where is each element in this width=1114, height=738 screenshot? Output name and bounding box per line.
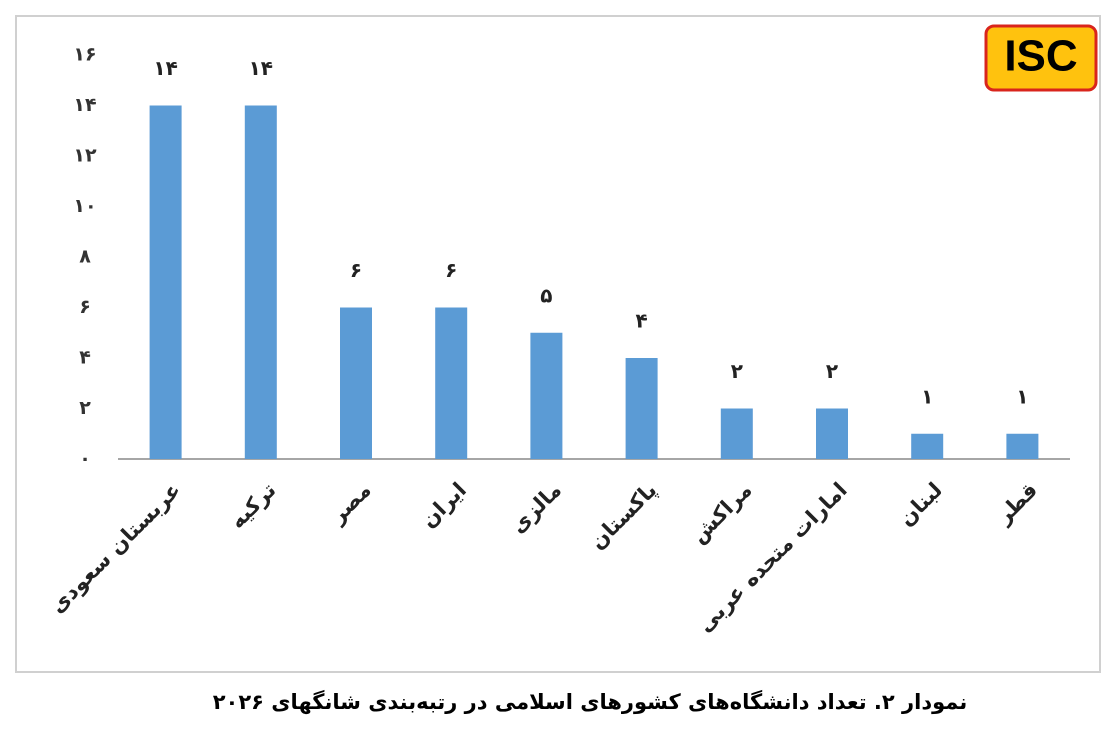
bar [149,105,182,459]
data-label: ۶ [445,258,457,282]
bar [530,332,563,459]
chart-title: نمودار ۲. تعداد دانشگاه‌های کشورهای اسلا… [213,689,968,714]
y-tick-label: ۱۴ [73,94,96,116]
data-label: ۱ [1016,384,1028,408]
bar [911,433,944,459]
bar [435,307,468,459]
logo: ISC [1004,32,1077,81]
data-label: ۱۴ [153,56,177,80]
bar [625,358,658,459]
y-tick-label: ۲ [79,397,91,419]
bar [340,307,372,459]
bar [816,408,848,459]
data-label: ۵ [540,283,552,307]
data-label: ۴ [635,309,647,333]
bar [720,408,753,459]
data-label: ۲ [731,359,743,383]
y-tick-label: ۶ [79,296,91,318]
y-tick-label: ۱۶ [73,44,96,66]
y-tick-label: ۱۰ [73,195,96,217]
bar [244,105,277,459]
y-tick-label: ۴ [79,347,91,369]
logo-box [984,24,1098,92]
y-tick-label: ۰ [79,448,91,470]
y-tick-label: ۸ [79,246,91,268]
y-tick-label: ۱۲ [73,145,97,167]
data-label: ۱۴ [249,56,273,80]
data-label: ۱ [921,384,933,408]
data-label: ۶ [350,258,362,282]
data-label: ۲ [826,359,838,383]
bar [1006,433,1039,459]
